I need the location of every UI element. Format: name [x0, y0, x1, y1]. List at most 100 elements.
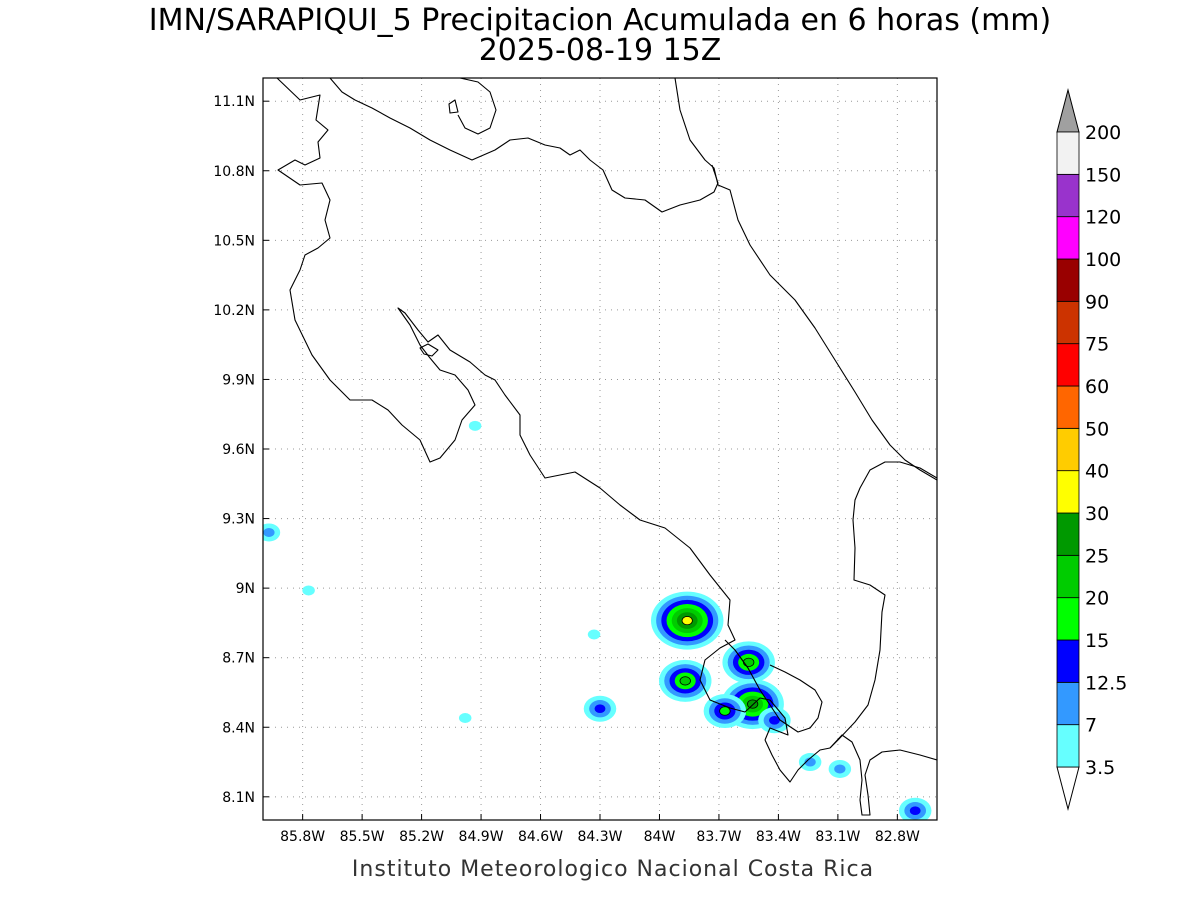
precip-contour-band — [834, 764, 846, 774]
colorbar-level-label: 150 — [1085, 164, 1121, 186]
colorbar-swatch — [1056, 639, 1080, 683]
colorbar-swatch — [1056, 343, 1080, 387]
precip-contour-band — [587, 629, 601, 640]
nicaragua-coast — [276, 78, 789, 741]
lat-tick-label: 9N — [236, 581, 255, 597]
lat-tick-label: 11.1N — [213, 94, 255, 110]
nicaragua-coast-north — [457, 78, 497, 135]
precip-contour-band — [679, 676, 691, 686]
lat-tick-label: 9.9N — [222, 372, 255, 388]
precip-cell — [722, 641, 775, 684]
lon-tick-label: 84W — [644, 829, 676, 845]
colorbar-level-label: 200 — [1085, 122, 1121, 144]
colorbar-swatch — [1056, 554, 1080, 599]
precip-cell — [458, 712, 472, 723]
colorbar-legend: 3.5 7 12.5 15 20 25 30 40 50 60 75 90 100 120 150 200 — [1056, 88, 1127, 811]
precip-cell — [828, 759, 852, 778]
longitude-tick-labels: 85.8W 85.5W 85.2W 84.9W 84.6W 84.3W 84W 83.7W 83… — [280, 814, 920, 845]
colorbar-level-label: 75 — [1085, 334, 1109, 356]
lon-tick-label: 85.2W — [399, 829, 444, 845]
colorbar-swatch — [1056, 258, 1080, 302]
lat-tick-label: 10.8N — [213, 164, 255, 180]
colorbar-under-triangle — [1056, 766, 1080, 811]
precip-contour-band — [909, 806, 921, 816]
panama-pacific-coast — [724, 639, 823, 733]
precip-contour-band — [769, 715, 780, 725]
colorbar-level-label: 25 — [1085, 545, 1109, 567]
precip-contour-band — [302, 585, 315, 596]
lat-tick-label: 9.3N — [222, 512, 255, 528]
lon-tick-label: 85.8W — [280, 829, 325, 845]
latitude-tick-labels: 11.1N 10.8N 10.5N 10.2N 9.9N 9.6N 9.3N 9N 8.7N 8.… — [213, 94, 269, 806]
colorbar-swatch — [1056, 131, 1080, 175]
colorbar-level-label: 120 — [1085, 207, 1121, 229]
precip-cell — [587, 629, 601, 640]
footer-credit: Instituto Meteorologico Nacional Costa R… — [352, 857, 874, 882]
osa-coast — [764, 739, 831, 783]
colorbar-swatch — [1056, 300, 1080, 345]
lat-tick-label: 8.7N — [222, 651, 255, 667]
lon-tick-label: 83.4W — [756, 829, 801, 845]
lon-tick-label: 82.8W — [875, 829, 920, 845]
colorbar-level-label: 50 — [1085, 418, 1109, 440]
lon-tick-label: 84.6W — [518, 829, 563, 845]
colorbar-level-label: 100 — [1085, 249, 1121, 271]
map-title: IMN/SARAPIQUI_5 Precipitacion Acumulada … — [149, 3, 1051, 38]
precip-cell — [583, 695, 617, 722]
lon-tick-label: 83.7W — [696, 829, 741, 845]
coastline-borders — [276, 78, 937, 816]
map-panel: 85.8W 85.5W 85.2W 84.9W 84.6W 84.3W 84W 83.7W 83… — [213, 77, 938, 845]
lat-tick-label: 8.4N — [222, 720, 255, 736]
lat-tick-label: 10.5N — [213, 233, 255, 249]
lon-tick-label: 85.5W — [340, 829, 385, 845]
colorbar-level-label: 30 — [1085, 503, 1109, 525]
colorbar-level-label: 40 — [1085, 461, 1109, 483]
nicaragua-lake-shore — [329, 78, 719, 213]
precip-contour-band — [719, 706, 731, 716]
precip-contour-band — [594, 704, 606, 714]
colorbar-swatch — [1056, 597, 1080, 641]
colorbar-swatch — [1056, 681, 1080, 726]
precip-cell — [798, 753, 822, 772]
colorbar-level-label: 20 — [1085, 588, 1109, 610]
colorbar-swatch — [1056, 724, 1080, 768]
precip-cell — [302, 585, 315, 596]
colorbar-swatch — [1056, 173, 1080, 218]
precip-cell — [658, 659, 712, 702]
colorbar-over-triangle — [1056, 88, 1080, 133]
precip-contour-band — [468, 420, 482, 431]
lon-tick-label: 84.3W — [577, 829, 622, 845]
precip-contour-band — [681, 616, 693, 626]
lat-tick-label: 8.1N — [222, 790, 255, 806]
precip-contour-band — [458, 712, 472, 723]
panama-border — [829, 461, 937, 749]
lat-tick-label: 10.2N — [213, 303, 255, 319]
precip-cell — [650, 591, 724, 650]
precip-cell — [898, 797, 932, 820]
precip-cell — [758, 707, 791, 734]
colorbar-swatch — [1056, 216, 1080, 260]
precip-contour-band — [743, 657, 755, 667]
precip-cell — [468, 420, 482, 431]
lagoon-islet — [448, 99, 459, 114]
precip-cell — [263, 523, 281, 542]
lat-tick-label: 9.6N — [222, 442, 255, 458]
gulf-islet — [419, 343, 439, 357]
colorbar-level-label: 3.5 — [1085, 757, 1115, 779]
colorbar-swatch — [1056, 470, 1080, 514]
map-subtitle-datetime: 2025-08-19 15Z — [479, 33, 722, 68]
colorbar-swatch — [1056, 512, 1080, 556]
lon-tick-label: 84.9W — [459, 829, 504, 845]
colorbar-swatch — [1056, 385, 1080, 429]
precip-cell — [703, 694, 747, 729]
lon-tick-label: 83.1W — [815, 829, 860, 845]
precip-contour-band — [804, 757, 816, 767]
colorbar-level-label: 60 — [1085, 376, 1109, 398]
precip-contour-band — [263, 527, 275, 537]
colorbar-level-label: 90 — [1085, 291, 1109, 313]
colorbar-swatch — [1056, 427, 1080, 472]
colorbar-level-label: 12.5 — [1085, 672, 1127, 694]
precipitation-field — [263, 420, 932, 820]
burica-peninsula — [829, 734, 937, 816]
